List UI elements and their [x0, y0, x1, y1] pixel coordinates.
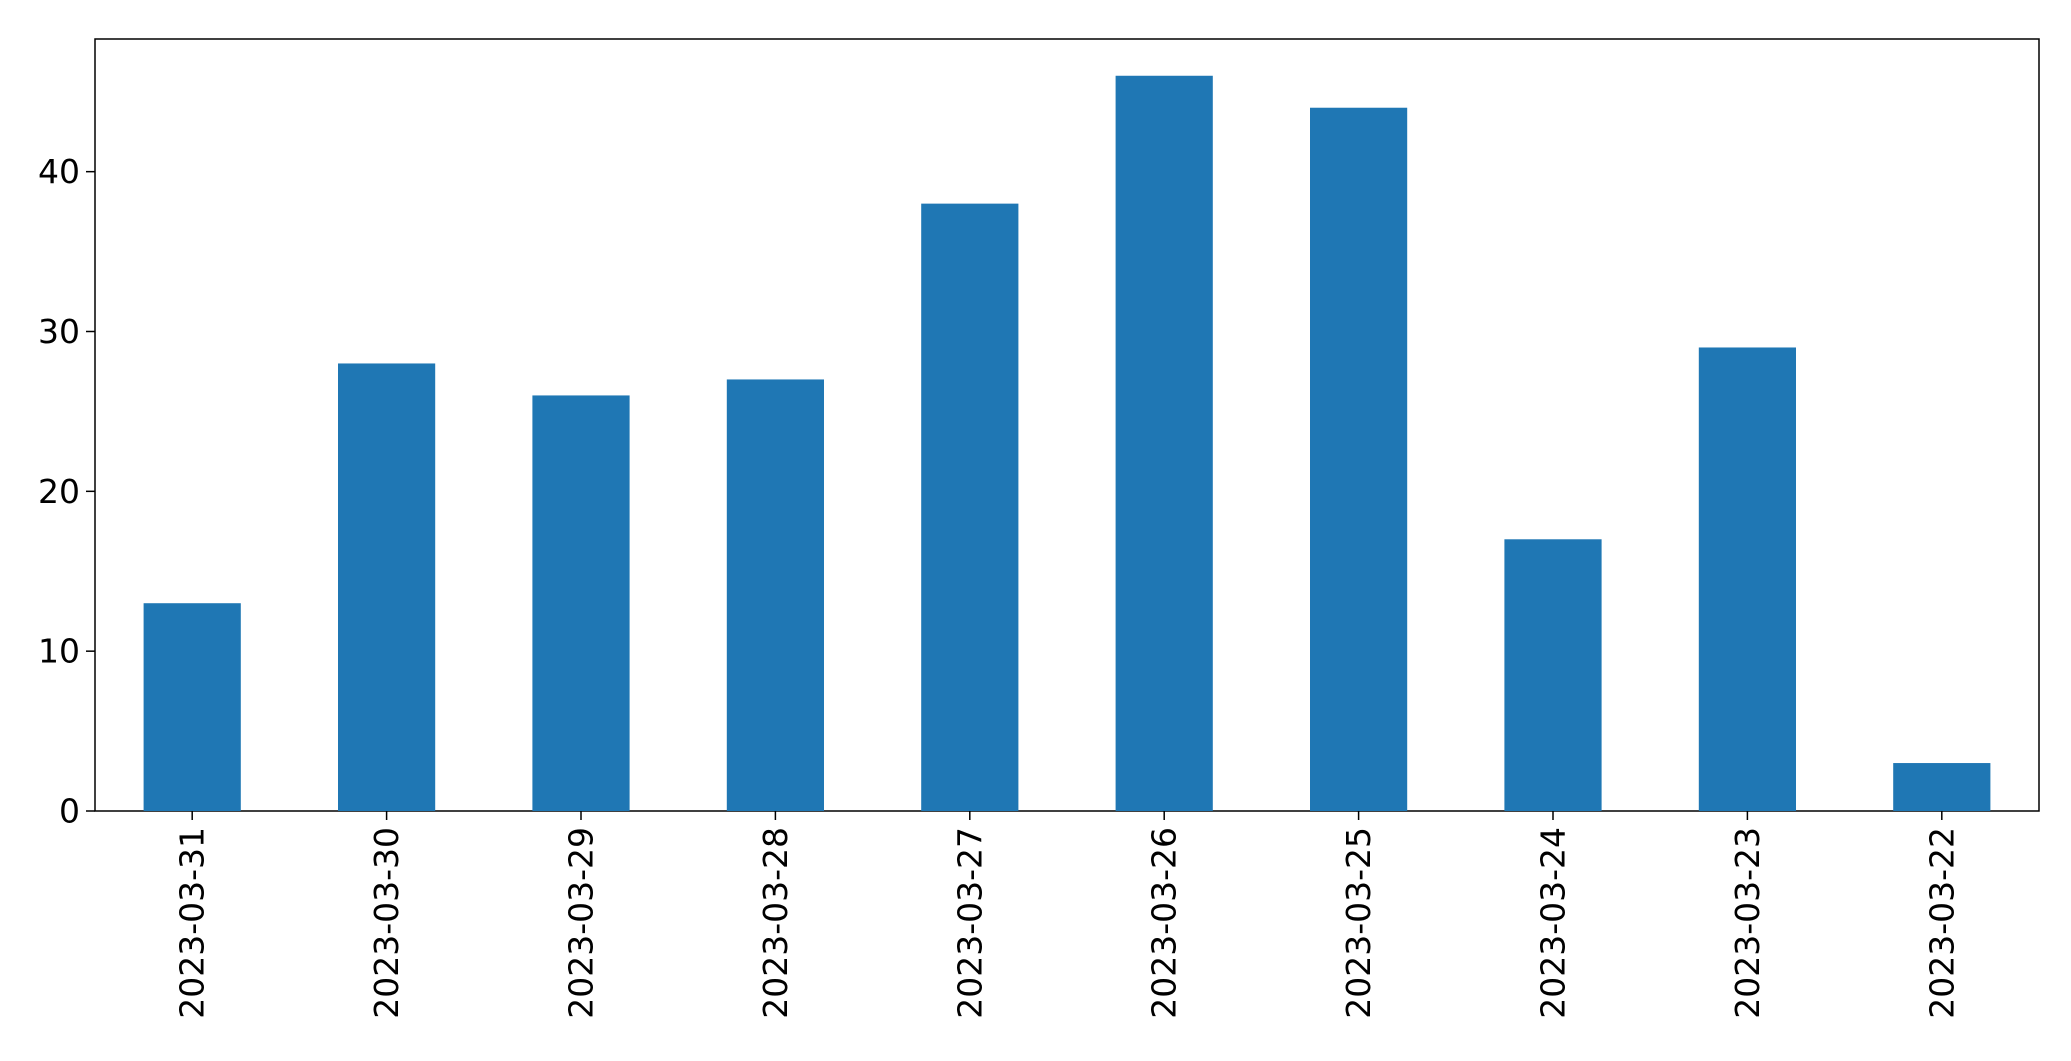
x-tick-label: 2023-03-28: [756, 827, 795, 1019]
bars-group: [143, 75, 1991, 812]
y-tick-label: 10: [38, 632, 80, 671]
bar-2023-03-26: [1115, 75, 1213, 811]
y-tick-label: 40: [38, 152, 80, 191]
x-tick-label: 2023-03-25: [1339, 827, 1378, 1019]
bar-2023-03-23: [1698, 347, 1796, 811]
bar-2023-03-29: [532, 395, 630, 811]
y-axis: 0 10 20 30 40: [38, 152, 95, 831]
x-tick-label: 2023-03-27: [950, 827, 989, 1019]
bar-2023-03-30: [338, 363, 436, 811]
x-axis: 2023-03-31 2023-03-30 2023-03-29 2023-03-28…: [173, 811, 1961, 1019]
x-tick-label: 2023-03-31: [173, 827, 212, 1019]
bar-2023-03-22: [1893, 763, 1991, 811]
bar-2023-03-31: [143, 603, 241, 811]
y-tick-label: 30: [38, 312, 80, 351]
x-tick-label: 2023-03-24: [1534, 827, 1573, 1019]
x-tick-label: 2023-03-26: [1145, 827, 1184, 1019]
bar-2023-03-27: [921, 203, 1019, 811]
x-tick-label: 2023-03-30: [367, 827, 406, 1019]
plot-frame: [94, 38, 2040, 812]
x-tick-label: 2023-03-22: [1922, 827, 1961, 1019]
bar-2023-03-28: [726, 379, 824, 811]
bar-2023-03-25: [1310, 107, 1408, 812]
y-tick-label: 20: [38, 472, 80, 511]
x-tick-label: 2023-03-23: [1728, 827, 1767, 1019]
x-tick-label: 2023-03-29: [562, 827, 601, 1019]
y-tick-label: 0: [59, 792, 80, 831]
bar-2023-03-24: [1504, 539, 1602, 811]
